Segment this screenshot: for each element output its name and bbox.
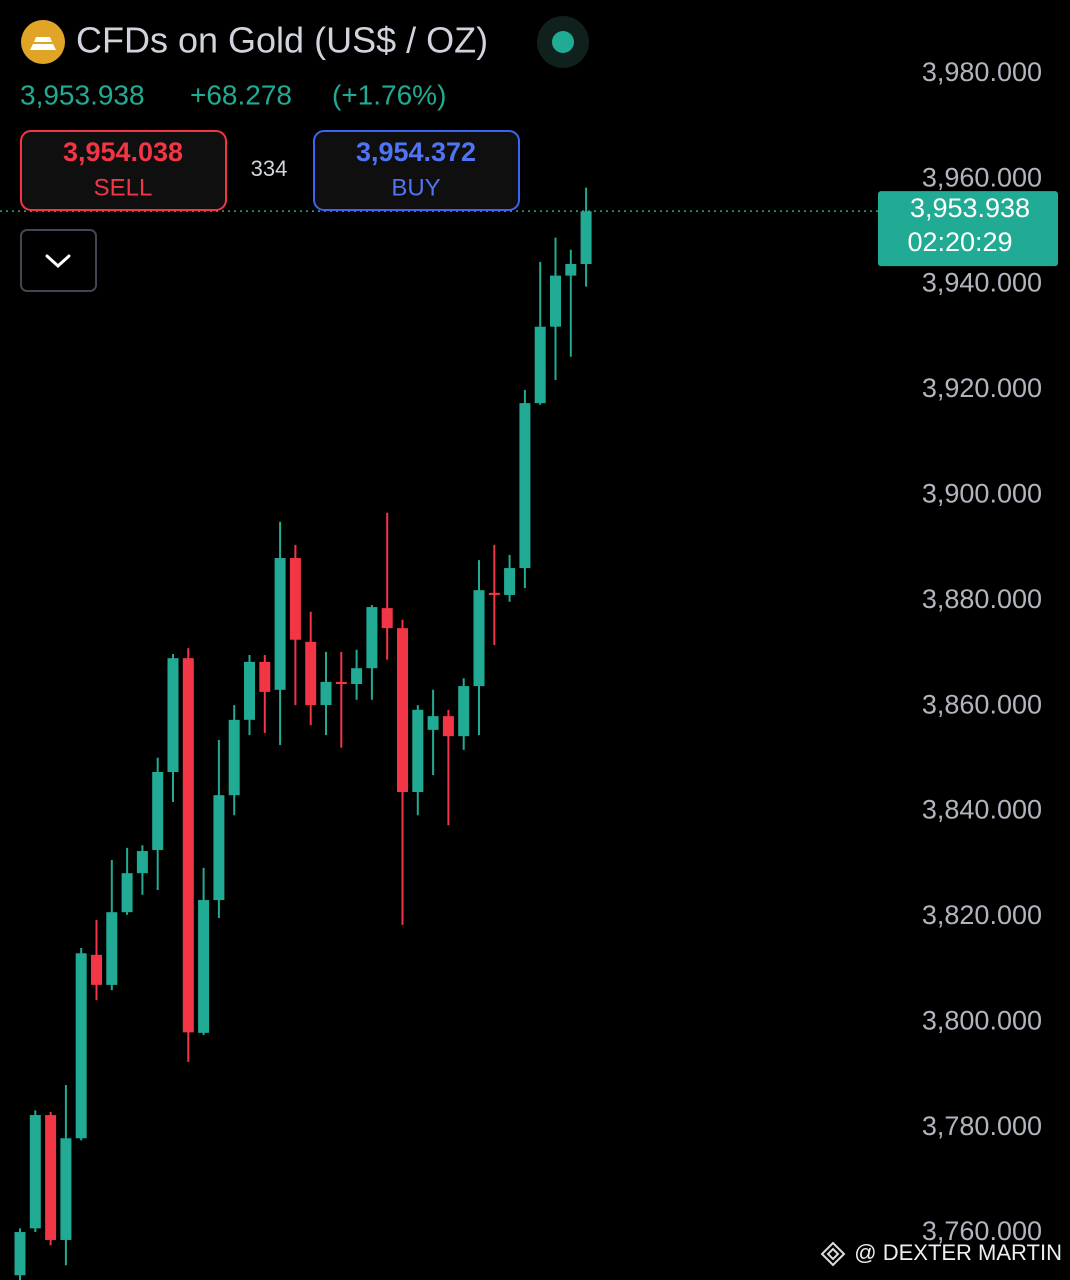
last-price-badge: 3,953.938 02:20:29 <box>878 191 1058 267</box>
sell-box[interactable] <box>20 130 227 211</box>
y-tick-label: 3,940.000 <box>922 268 1042 298</box>
candle-body <box>60 1138 72 1240</box>
last-price-label: 3,953.938 <box>910 193 1030 223</box>
candle-body <box>106 912 118 985</box>
chevron[interactable] <box>45 254 71 269</box>
symbol-icon-bars <box>30 37 56 50</box>
candle-body <box>29 1115 41 1229</box>
candle-body <box>534 326 546 404</box>
status-dot <box>552 31 574 53</box>
sell-button[interactable]: 3,954.038 SELL <box>20 130 227 211</box>
candle-body <box>14 1232 26 1276</box>
spread: 334 <box>251 156 288 181</box>
sell-label[interactable]: SELL <box>94 174 153 201</box>
symbol-title: CFDs on Gold (US$ / OZ) <box>76 20 488 61</box>
candle-body <box>473 590 485 687</box>
candle-body <box>213 795 225 901</box>
candle-body <box>366 607 378 669</box>
candle-body <box>136 851 148 874</box>
candle-body <box>580 211 592 265</box>
candle-body <box>289 558 301 640</box>
candle-body <box>91 954 102 985</box>
candle-body <box>397 628 408 793</box>
candle-body <box>167 658 179 773</box>
dropdown-box[interactable] <box>20 229 97 292</box>
y-tick-label: 3,840.000 <box>922 795 1042 825</box>
dropdown-button[interactable] <box>20 229 97 292</box>
candle-body <box>244 661 255 720</box>
candle-body <box>565 264 577 276</box>
y-tick-label: 3,980.000 <box>922 57 1042 87</box>
candle-body <box>488 592 500 595</box>
last-price-box <box>878 191 1058 267</box>
y-tick-label: 3,760.000 <box>922 1216 1042 1246</box>
price: 3,953.938 <box>20 79 145 110</box>
price-change-pct: (+1.76%) <box>332 79 446 110</box>
y-tick-label: 3,780.000 <box>922 1111 1042 1141</box>
candle-body <box>259 661 271 692</box>
candle-body <box>305 641 317 706</box>
watermark: @ DEXTER MARTIN <box>820 1240 1062 1267</box>
candle-body <box>198 900 210 1033</box>
sell-price[interactable]: 3,954.038 <box>63 137 183 167</box>
candle-body <box>550 275 561 327</box>
price-change: +68.278 <box>190 79 292 110</box>
y-axis: 3,760.000 3,780.000 3,800.000 3,820.000 3,84… <box>922 57 1042 1246</box>
candle-body <box>152 772 164 850</box>
y-tick-label: 3,860.000 <box>922 689 1042 719</box>
candle-body <box>504 568 516 595</box>
y-tick-label: 3,880.000 <box>922 584 1042 614</box>
candle-body <box>519 403 531 569</box>
watermark-icon <box>820 1241 846 1267</box>
buy-label[interactable]: BUY <box>391 174 440 201</box>
y-tick-label: 3,820.000 <box>922 900 1042 930</box>
candle-body <box>75 953 87 1139</box>
y-tick-label: 3,800.000 <box>922 1005 1042 1035</box>
candle-body <box>458 686 470 737</box>
candle-body <box>442 716 454 737</box>
candle-body <box>320 681 332 706</box>
candle-body <box>121 873 133 913</box>
candle-body <box>335 681 347 685</box>
buy-box[interactable] <box>313 130 520 211</box>
y-tick-label: 3,960.000 <box>922 162 1042 192</box>
candle-body <box>381 608 393 629</box>
candle-body <box>228 719 240 796</box>
candle-body <box>351 668 363 685</box>
candle-body <box>182 658 194 1033</box>
watermark-text: @ DEXTER MARTIN <box>854 1240 1062 1265</box>
buy-button[interactable]: 3,954.372 BUY <box>313 130 520 211</box>
countdown: 02:20:29 <box>907 227 1012 257</box>
candle-body <box>45 1115 57 1240</box>
plot <box>0 187 878 1280</box>
buy-price[interactable]: 3,954.372 <box>356 137 476 167</box>
y-tick-label: 3,900.000 <box>922 478 1042 508</box>
candle-body <box>412 709 424 793</box>
candle-body <box>274 558 286 690</box>
y-tick-label: 3,920.000 <box>922 373 1042 403</box>
candle-body <box>427 716 439 730</box>
